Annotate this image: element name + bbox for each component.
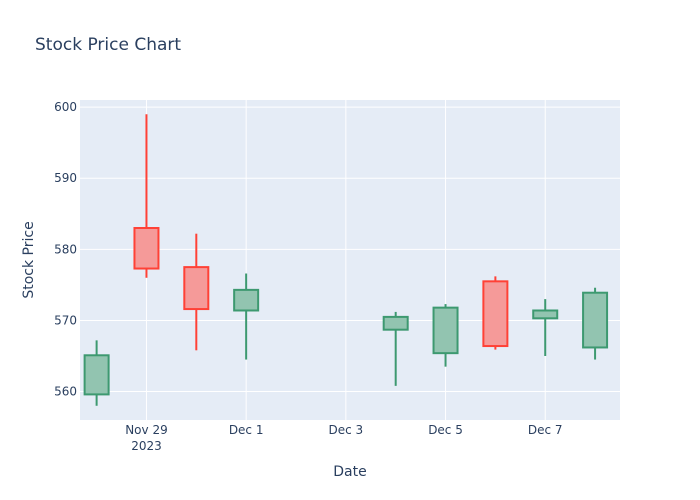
y-tick-label: 580 [54,242,77,256]
y-axis-title: Stock Price [21,221,37,298]
y-tick-label: 570 [54,313,77,327]
candle-body [133,227,160,270]
candle-decreasing [183,233,210,351]
grid-lines [80,100,620,420]
x-tick-label: Dec 5 [428,423,463,437]
y-tick-label: 590 [54,171,77,185]
candle-body [532,309,559,320]
x-axis-title: Date [333,464,366,480]
candle-increasing [83,340,110,406]
candle-decreasing [482,276,509,350]
x-tick-label: Dec 1 [229,423,264,437]
x-tick-label: Nov 29 [125,423,168,437]
candle-body [382,315,409,331]
y-tick-label: 560 [54,385,77,399]
candle-increasing [382,311,409,386]
candle-body [233,288,260,312]
candle-increasing [582,287,609,360]
candle-body [83,354,110,396]
candle-body [432,306,459,355]
plot-background [80,100,620,420]
x-tick-sublabel: 2023 [131,439,162,453]
y-tick-label: 600 [54,100,77,114]
candle-increasing [432,304,459,367]
x-axis-ticks: Nov 29 2023 Dec 1 Dec 3 Dec 5 Dec 7 [125,423,562,453]
candle-body [582,291,609,349]
candle-body [482,280,509,348]
x-tick-label: Dec 3 [329,423,364,437]
y-axis-ticks: 560 570 580 590 600 [54,100,77,398]
candle-body [183,266,210,311]
candle-decreasing [133,114,160,278]
candle-increasing [233,273,260,360]
candle-increasing [532,299,559,356]
candlesticks [83,114,609,406]
x-tick-label: Dec 7 [528,423,563,437]
chart-title: Stock Price Chart [35,35,181,55]
